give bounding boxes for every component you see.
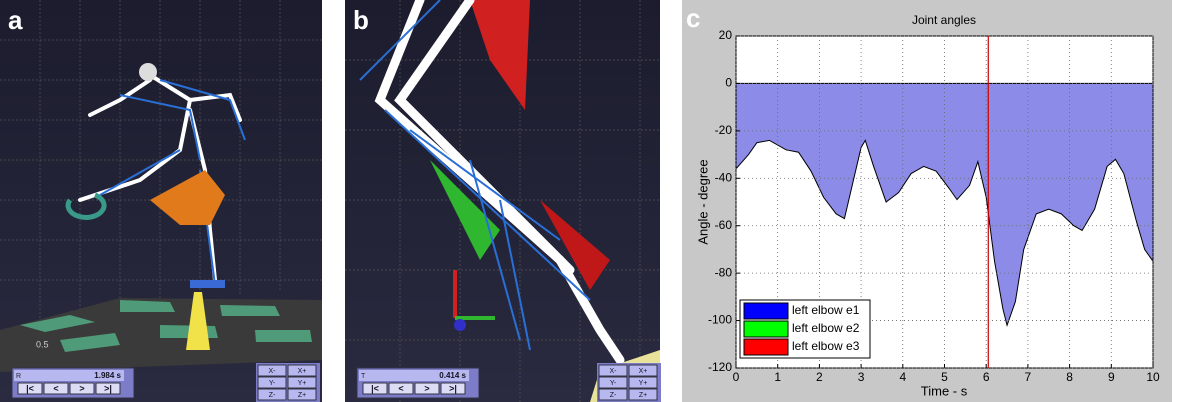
axis-button-label: Z- [610, 392, 617, 399]
axis-button-label: X- [610, 368, 618, 375]
y-tick-label: -80 [715, 265, 733, 279]
axis-button-label: X+ [639, 368, 648, 375]
page: {"viewers": [ {"label": "a", "slider": "… [0, 0, 1179, 402]
x-tick-label: 9 [1108, 370, 1115, 384]
playback-button-label: >| [449, 383, 457, 393]
legend-label: left elbow e1 [792, 303, 860, 317]
axis-button-label: Z- [269, 392, 276, 399]
slider-label: T [361, 373, 366, 380]
panel-label: a [8, 5, 23, 35]
y-tick-label: -100 [708, 313, 732, 327]
playback-button-label: > [79, 383, 84, 393]
axis-button-label: X+ [298, 368, 307, 375]
x-tick-label: 8 [1066, 370, 1073, 384]
legend-label: left elbow e2 [792, 321, 860, 335]
playback-button-label: |< [371, 383, 379, 393]
x-axis-label: Time - s [921, 383, 968, 398]
viewer-b-scene [345, 0, 660, 402]
x-tick-label: 4 [899, 370, 906, 384]
x-tick-label: 1 [774, 370, 781, 384]
legend-swatch [744, 339, 788, 355]
y-tick-label: -40 [715, 170, 733, 184]
playback-button-label: < [398, 383, 403, 393]
playback-button-label: > [424, 383, 429, 393]
playback-button-label: |< [26, 383, 34, 393]
x-tick-label: 2 [816, 370, 823, 384]
y-tick-label: 20 [719, 28, 733, 42]
figure: c Joint angles Time - s Angle - degree a… [0, 0, 1179, 402]
legend-swatch [744, 321, 788, 337]
x-tick-label: 3 [858, 370, 865, 384]
x-tick-label: 0 [733, 370, 740, 384]
y-axis-label: Angle - degree [695, 159, 710, 244]
legend-swatch [744, 303, 788, 319]
axis-button-label: Y- [610, 380, 617, 387]
y-tick-label: -120 [708, 360, 732, 374]
y-tick-label: 0 [725, 76, 732, 90]
y-tick-label: -20 [715, 123, 733, 137]
x-tick-label: 6 [983, 370, 990, 384]
playback-button-label: >| [104, 383, 112, 393]
slider-label: R [16, 373, 21, 380]
axis-button-label: Y- [269, 380, 276, 387]
panel-label: c [686, 3, 700, 33]
x-tick-label: 5 [941, 370, 948, 384]
legend-label: left elbow e3 [792, 339, 860, 353]
playback-button-label: < [53, 383, 58, 393]
time-value: 0.414 s [439, 371, 466, 380]
scale-label: 0.5 [36, 339, 49, 349]
axis-button-label: X- [269, 368, 277, 375]
axis-button-label: Y+ [298, 380, 307, 387]
x-tick-label: 10 [1146, 370, 1160, 384]
axis-button-label: Z+ [639, 392, 647, 399]
chart-title: Joint angles [912, 13, 976, 27]
y-tick-label: -60 [715, 218, 733, 232]
x-tick-label: 7 [1025, 370, 1032, 384]
axis-button-label: Z+ [298, 392, 306, 399]
time-value: 1.984 s [94, 371, 121, 380]
axis-button-label: Y+ [639, 380, 648, 387]
panel-label: b [353, 5, 369, 35]
